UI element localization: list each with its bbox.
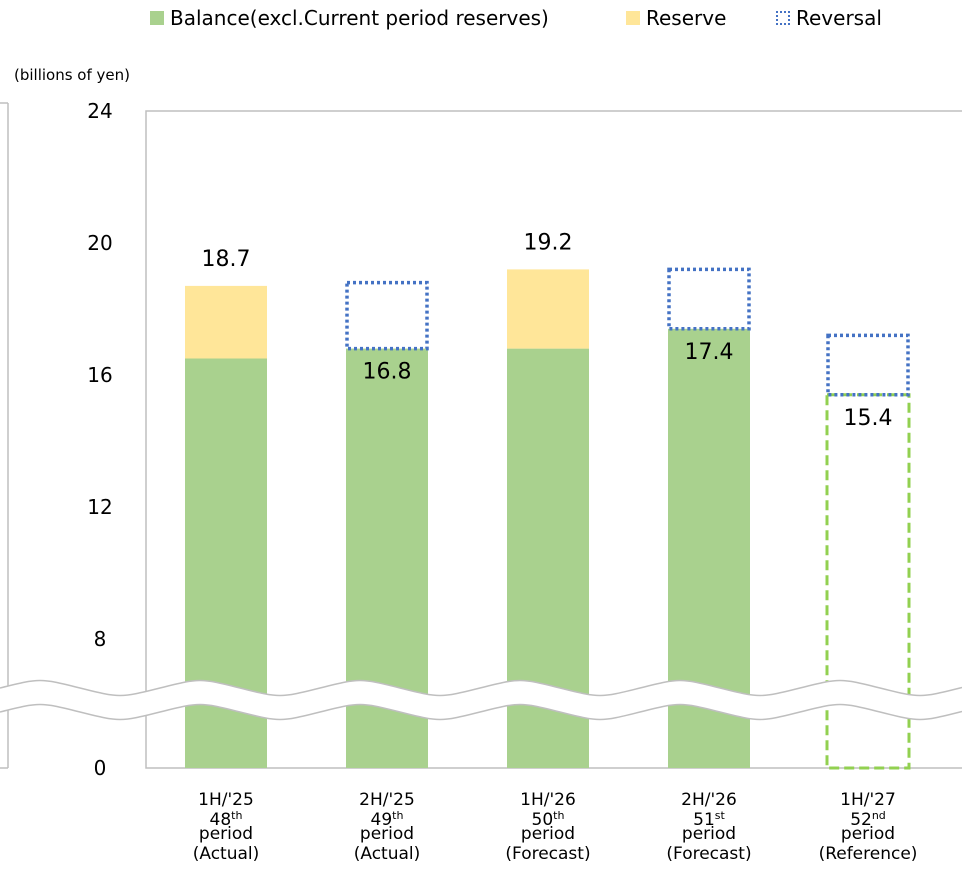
category-label-line: 49 bbox=[371, 810, 393, 830]
category-label-line: 1H/'25 bbox=[198, 790, 254, 810]
category-label-line: period bbox=[521, 824, 575, 844]
data-label: 16.8 bbox=[363, 360, 412, 385]
category-label-line: period bbox=[682, 824, 736, 844]
category-label: 1H/'25 48th period (Actual) bbox=[193, 790, 260, 864]
category-label-line: (Forecast) bbox=[505, 844, 590, 864]
reference-outline-bar bbox=[825, 393, 911, 770]
legend-reversal-label: Reversal bbox=[796, 6, 882, 30]
category-label-line: 2H/'25 bbox=[359, 790, 415, 810]
category-label: 2H/'25 49th period (Actual) bbox=[354, 790, 421, 864]
category-label-line: 2H/'26 bbox=[681, 790, 737, 810]
category-ordinal-suffix: th bbox=[231, 809, 242, 822]
y-tick-label: 16 bbox=[87, 363, 112, 387]
y-tick-label: 8 bbox=[94, 627, 107, 651]
category-ordinal-suffix: st bbox=[715, 809, 726, 822]
category-label-line: 52 bbox=[850, 810, 872, 830]
reversal-box bbox=[667, 267, 751, 331]
category-label: 1H/'27 52nd period (Reference) bbox=[819, 790, 918, 864]
legend-reversal: Reversal bbox=[776, 6, 882, 30]
reserve-swatch bbox=[626, 11, 640, 25]
category-label-line: period bbox=[841, 824, 895, 844]
balance-swatch bbox=[150, 11, 164, 25]
category-ordinal-suffix: th bbox=[392, 809, 403, 822]
legend-reserve-label: Reserve bbox=[646, 6, 727, 30]
unit-label: (billions of yen) bbox=[14, 66, 131, 84]
reversal-box bbox=[826, 333, 910, 397]
y-tick-label: 24 bbox=[87, 99, 112, 123]
category-ordinal-suffix: th bbox=[553, 809, 564, 822]
legend-balance: Balance(excl.Current period reserves) bbox=[150, 6, 549, 30]
category-ordinal-suffix: nd bbox=[872, 809, 886, 822]
category-label-line: (Actual) bbox=[354, 844, 421, 864]
reversal-box bbox=[345, 280, 429, 351]
y-tick-label: 12 bbox=[87, 495, 112, 519]
category-label-line: (Forecast) bbox=[666, 844, 751, 864]
category-label-line: period bbox=[360, 824, 414, 844]
axis-break-line-upper bbox=[0, 679, 962, 697]
legend-balance-label: Balance(excl.Current period reserves) bbox=[170, 6, 549, 30]
category-label-line: 51 bbox=[693, 810, 715, 830]
y-tick-label: 20 bbox=[87, 231, 112, 255]
reserve-bar bbox=[507, 269, 589, 349]
category-label: 2H/'26 51st period (Forecast) bbox=[666, 790, 751, 864]
axis-break-band bbox=[0, 680, 962, 720]
data-label: 15.4 bbox=[844, 406, 893, 431]
category-label-line: 48 bbox=[210, 810, 232, 830]
data-label: 17.4 bbox=[685, 340, 734, 365]
category-label-line: (Actual) bbox=[193, 844, 260, 864]
reversal-swatch bbox=[776, 11, 790, 25]
category-label: 1H/'26 50th period (Forecast) bbox=[505, 790, 590, 864]
axis-break-line-lower bbox=[0, 703, 962, 721]
category-label-line: 1H/'27 bbox=[840, 790, 896, 810]
category-label-line: (Reference) bbox=[819, 844, 918, 864]
data-label: 19.2 bbox=[524, 230, 573, 255]
legend-reserve: Reserve bbox=[626, 6, 726, 30]
y-tick-label: 0 bbox=[94, 756, 107, 780]
category-label-line: 50 bbox=[532, 810, 554, 830]
category-label-line: 1H/'26 bbox=[520, 790, 576, 810]
reserve-bar bbox=[185, 285, 267, 359]
data-label: 18.7 bbox=[202, 247, 251, 272]
category-label-line: period bbox=[199, 824, 253, 844]
